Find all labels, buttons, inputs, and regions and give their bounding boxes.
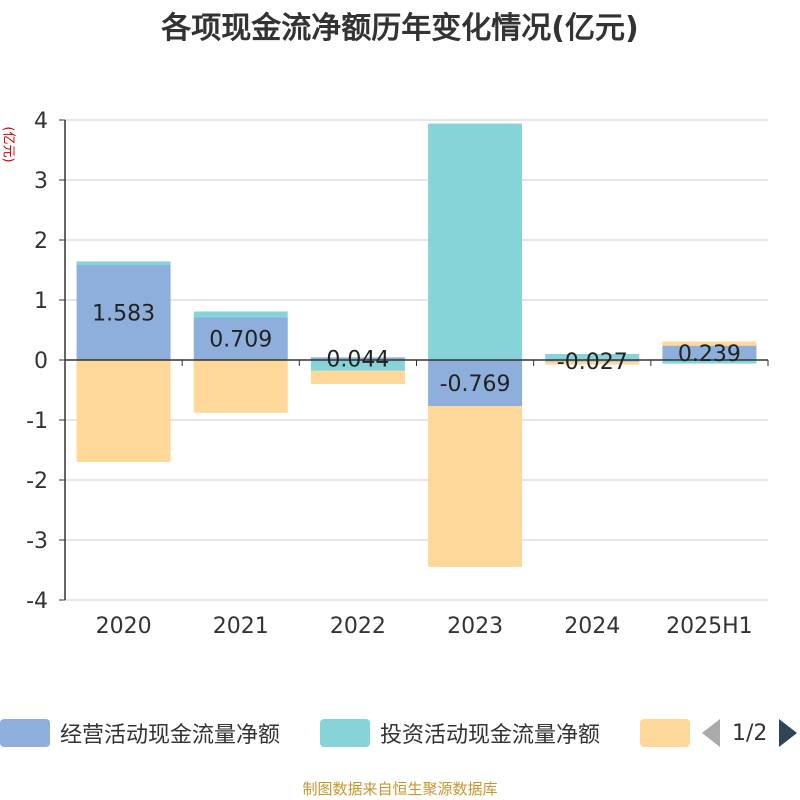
bar-2023-series-0 (428, 360, 523, 407)
bar-2024-series-2 (545, 361, 640, 365)
legend-swatch-investing (320, 719, 370, 747)
x-tick-label: 2024 (564, 614, 620, 639)
data-label-2020: 1.583 (92, 302, 155, 327)
legend-label-operating: 经营活动现金流量净额 (60, 723, 281, 748)
y-tick-label: -3 (26, 529, 48, 554)
legend: 经营活动现金流量净额 投资活动现金流量净额 1/2 (0, 713, 800, 753)
x-tick-label: 2021 (213, 614, 269, 639)
bar-2020-series-2 (76, 360, 171, 462)
bar-2020-series-1 (76, 261, 171, 266)
legend-pager: 1/2 (702, 713, 798, 753)
y-tick-label: 0 (34, 349, 48, 374)
legend-swatch-financing (640, 719, 690, 747)
bar-2021-series-0 (193, 317, 288, 360)
bar-2023-series-2 (428, 406, 523, 567)
legend-label-investing: 投资活动现金流量净额 (380, 723, 601, 748)
legend-next-page-icon[interactable] (779, 719, 798, 747)
data-label-2021: 0.709 (209, 328, 272, 353)
bar-2024-series-1 (545, 354, 640, 360)
data-label-2023: -0.769 (440, 372, 511, 397)
y-tick-label: -1 (26, 409, 48, 434)
data-label-2024: -0.027 (557, 350, 628, 375)
bar-2022-series-0 (310, 357, 405, 360)
bar-2020-series-0 (76, 265, 171, 360)
bar-2025H1-series-2 (662, 341, 757, 346)
bar-2025H1-series-0 (662, 345, 757, 360)
bar-2025H1-series-1 (662, 360, 757, 364)
legend-swatch-operating (0, 719, 50, 747)
bar-2021-series-1 (193, 311, 288, 318)
chart-title: 各项现金流净额历年变化情况(亿元) (161, 11, 639, 46)
legend-item-financing[interactable] (640, 713, 700, 753)
x-tick-label: 2022 (330, 614, 386, 639)
y-tick-label: -2 (26, 469, 48, 494)
x-tick-label: 2020 (96, 614, 152, 639)
legend-item-investing[interactable]: 投资活动现金流量净额 (320, 713, 600, 753)
y-tick-label: 4 (34, 109, 48, 134)
y-tick-label: 3 (34, 169, 48, 194)
x-tick-label: 2023 (447, 614, 503, 639)
y-tick-label: 2 (34, 229, 48, 254)
x-tick-label: 2025H1 (666, 614, 753, 639)
bar-2022-series-1 (310, 360, 405, 371)
bar-2021-series-2 (193, 360, 288, 413)
legend-page-indicator: 1/2 (732, 720, 768, 746)
data-label-2022: 0.044 (326, 348, 389, 373)
data-label-2025H1: 0.239 (678, 342, 741, 367)
bar-2022-series-2 (310, 370, 405, 384)
y-tick-label: 1 (34, 289, 48, 314)
legend-prev-page-icon[interactable] (702, 719, 720, 747)
legend-item-operating[interactable]: 经营活动现金流量净额 (0, 713, 280, 753)
y-tick-label: -4 (26, 589, 48, 614)
bar-2024-series-0 (545, 360, 640, 362)
data-source-note: 制图数据来自恒生聚源数据库 (302, 780, 498, 798)
bar-2023-series-1 (428, 123, 523, 360)
